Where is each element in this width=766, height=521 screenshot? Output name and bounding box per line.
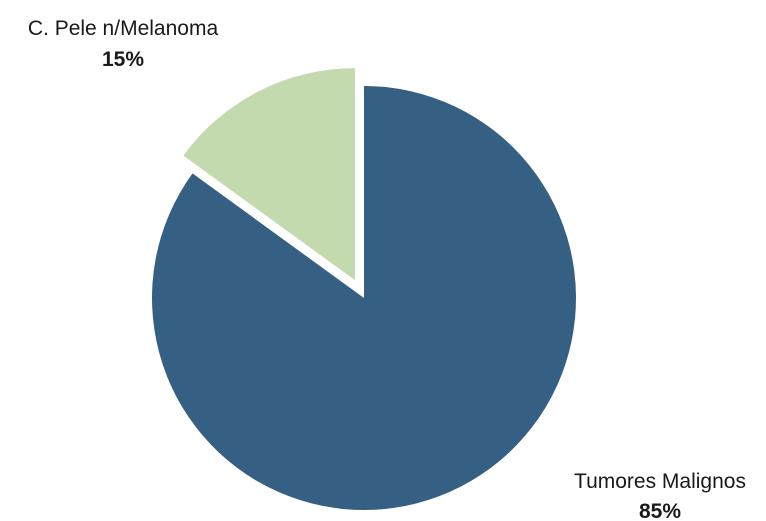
slice-skin-cancer — [183, 68, 355, 281]
slice-label-malignant-tumors: Tumores Malignos — [574, 470, 746, 493]
pie-slices — [152, 68, 577, 510]
slice-value-skin-cancer: 15% — [102, 48, 144, 71]
slice-malignant-tumors — [152, 86, 577, 510]
slice-value-malignant-tumors: 85% — [639, 500, 681, 521]
slice-label-skin-cancer: C. Pele n/Melanoma — [28, 17, 219, 40]
